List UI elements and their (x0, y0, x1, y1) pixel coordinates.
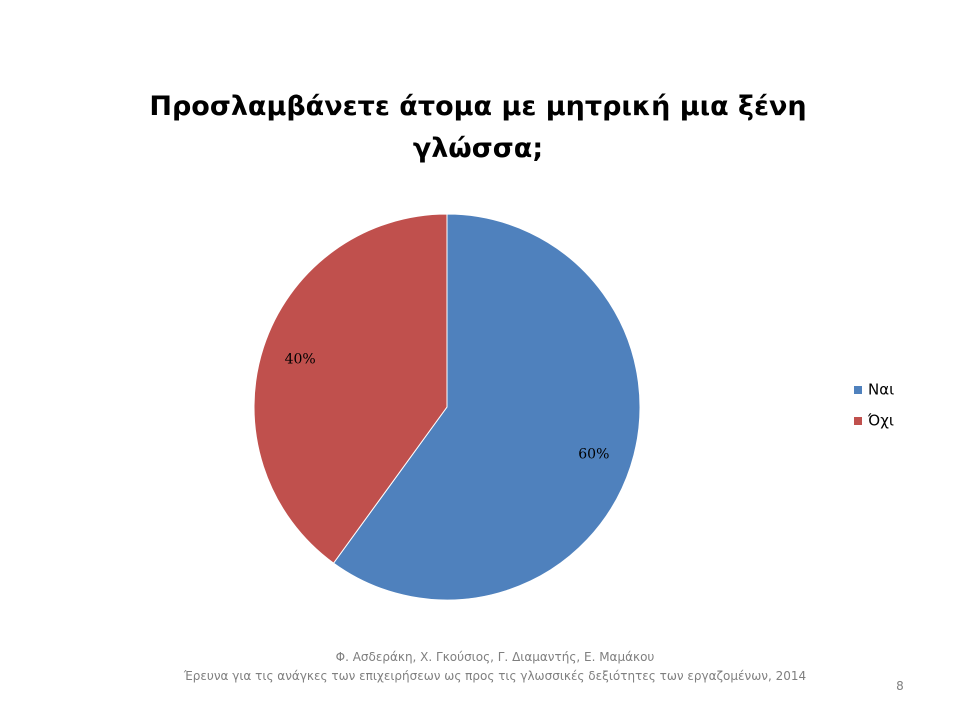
data-label: 60% (578, 447, 609, 463)
legend-swatch (854, 417, 862, 425)
footer-authors: Φ. Ασδεράκη, Χ. Γκούσιος, Γ. Διαμαντής, … (335, 650, 655, 664)
legend-label: Ναι (868, 381, 894, 399)
page-number: 8 (896, 679, 904, 693)
pie-slice (253, 213, 448, 564)
pie-slice (332, 213, 641, 601)
data-label: 40% (285, 351, 316, 367)
footer-subtitle: Έρευνα για τις ανάγκες των επιχειρήσεων … (183, 669, 807, 683)
legend-swatch (854, 386, 862, 394)
chart-title: Προσλαμβάνετε άτομα με μητρική μια ξένη … (149, 91, 807, 164)
legend-label: Όχι (867, 412, 894, 430)
